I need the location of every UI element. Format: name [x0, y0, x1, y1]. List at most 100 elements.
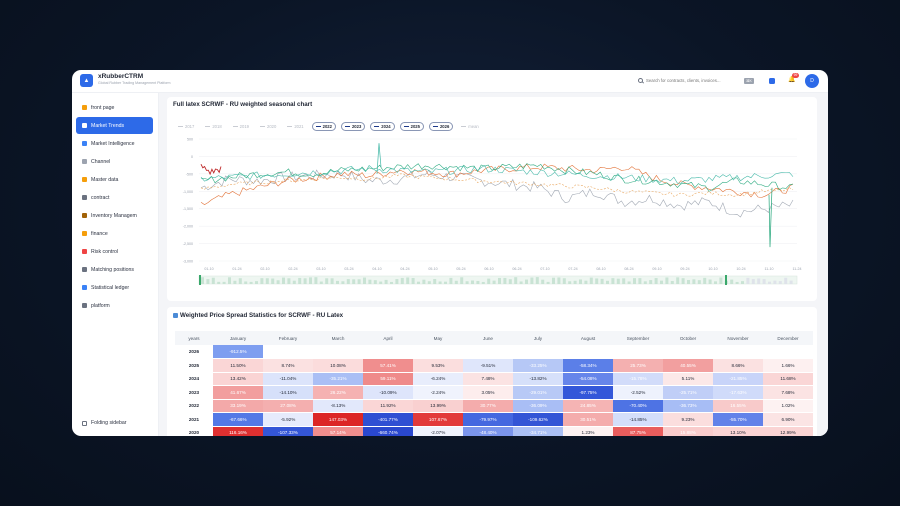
legend-label: 2024 [381, 124, 391, 129]
col-header-september[interactable]: September [613, 331, 663, 345]
sidebar-item-channel[interactable]: Channel [76, 153, 153, 170]
col-header-august[interactable]: August [563, 331, 613, 345]
spread-cell: -34.71% [513, 426, 563, 436]
series-line-2025[interactable] [200, 165, 794, 184]
col-header-january[interactable]: January [213, 331, 263, 345]
app-window: ▲ xRubberCTRM Global Rubber Trading Mana… [72, 70, 828, 436]
search-bar[interactable]: ⌘K [638, 76, 758, 85]
zoom-range-bar [346, 279, 350, 284]
x-tick-label: 10-24 [736, 267, 745, 271]
legend-item-2023[interactable]: 2023 [340, 122, 366, 131]
seasonal-line-chart[interactable]: 500 0 -500 -1,000 -1,500 -2,000 -2,500 -3,000 01… [167, 135, 817, 301]
series-line-mean[interactable] [200, 173, 794, 197]
zoom-range-bar [471, 280, 474, 284]
legend-label: 2019 [239, 124, 249, 129]
spread-cell: -17.63% [713, 385, 763, 400]
zoom-range-bar [627, 281, 631, 284]
spread-cell [313, 345, 363, 359]
y-tick-label: -2,500 [183, 242, 193, 246]
spread-table: years January February March April May June Jul… [175, 331, 813, 436]
col-header-october[interactable]: October [663, 331, 713, 345]
sidebar-item-matching-positions[interactable]: Matching positions [76, 261, 153, 278]
col-header-april[interactable]: April [363, 331, 413, 345]
legend-item-2018[interactable]: 2018 [202, 122, 224, 131]
zoom-range-bar [665, 277, 669, 284]
legend-swatch [205, 126, 211, 127]
col-header-march[interactable]: March [313, 331, 363, 345]
shield-icon [82, 249, 87, 254]
spread-cell: 6.90% [763, 412, 813, 427]
spread-cell: 41.67% [213, 385, 263, 400]
legend-item-2026[interactable]: 2026 [428, 122, 454, 131]
legend-item-2017[interactable]: 2017 [175, 122, 197, 131]
series-line-2024[interactable] [200, 163, 794, 192]
x-tick-label: 03-10 [316, 267, 325, 271]
sidebar-item-contract[interactable]: contract [76, 189, 153, 206]
zoom-range-bar [508, 279, 512, 284]
x-tick-label: 04-10 [372, 267, 381, 271]
logo-icon: ▲ [80, 74, 93, 87]
zoom-range-bar [687, 279, 690, 284]
sidebar-item-front-page[interactable]: front page [76, 99, 153, 116]
zoom-range-bar [768, 281, 771, 284]
x-tick-label: 07-10 [540, 267, 549, 271]
sidebar-item-master-data[interactable]: Master data [76, 171, 153, 188]
table-row: 2025 11.50% 8.74% 10.08% 57.41% 9.53% -9.51% -3… [175, 358, 813, 373]
series-line-2026[interactable] [200, 163, 222, 176]
year-cell: 2026 [175, 345, 213, 359]
apps-icon[interactable] [769, 78, 775, 84]
legend-item-2019[interactable]: 2019 [230, 122, 252, 131]
zoom-range-bar [444, 281, 447, 284]
fold-sidebar-button[interactable]: Folding sidebar [82, 420, 126, 426]
col-header-june[interactable]: June [463, 331, 513, 345]
sidebar-item-statistical-ledger[interactable]: Statistical ledger [76, 279, 153, 296]
sidebar-item-market-intelligence[interactable]: Market Intelligence [76, 135, 153, 152]
zoom-range-bar [233, 280, 237, 284]
series-line-2022[interactable] [200, 169, 794, 218]
spread-cell: -55.70% [713, 412, 763, 427]
legend-item-mean[interactable]: mean [458, 122, 481, 131]
col-header-years[interactable]: years [175, 331, 213, 345]
col-header-december[interactable]: December [763, 331, 813, 345]
zoom-handle-left[interactable] [199, 275, 201, 285]
zoom-range-bar [265, 278, 269, 284]
zoom-range-bar [255, 281, 258, 284]
zoom-range-bar [616, 278, 620, 284]
spread-cell: 27.08% [263, 399, 313, 413]
zoom-range-bar [395, 279, 399, 284]
spread-cell: 30.77% [463, 399, 513, 413]
legend-item-2024[interactable]: 2024 [370, 122, 395, 131]
search-input[interactable] [646, 78, 741, 83]
legend-swatch [344, 126, 350, 127]
x-tick-label: 02-10 [260, 267, 269, 271]
col-header-february[interactable]: February [263, 331, 313, 345]
legend-item-2022[interactable]: 2022 [311, 122, 336, 131]
spread-cell: 9.53% [413, 358, 463, 373]
year-cell: 2024 [175, 372, 213, 386]
zoom-range-bar [341, 281, 345, 284]
series-spike [376, 143, 382, 174]
sidebar-item-inventory-managem[interactable]: Inventory Managem [76, 207, 153, 224]
bell-icon[interactable]: 🔔 [788, 77, 796, 83]
ledger-icon [82, 285, 87, 290]
spread-cell: -67.66% [213, 412, 263, 427]
spread-cell: -58.34% [563, 358, 613, 373]
sidebar-item-finance[interactable]: finance [76, 225, 153, 242]
col-header-may[interactable]: May [413, 331, 463, 345]
avatar[interactable]: D [805, 74, 819, 88]
col-header-july[interactable]: July [513, 331, 563, 345]
sidebar-item-market-trends[interactable]: Market Trends [76, 117, 153, 134]
zoom-range-bar [411, 277, 415, 284]
spread-cell: 1.66% [763, 358, 813, 373]
sidebar-item-risk-control[interactable]: Risk control [76, 243, 153, 260]
legend-item-2021[interactable]: 2021 [284, 122, 306, 131]
zoom-handle-right[interactable] [725, 275, 727, 285]
col-header-november[interactable]: November [713, 331, 763, 345]
legend-item-2020[interactable]: 2020 [257, 122, 279, 131]
zoom-range-bar [589, 277, 593, 284]
zoom-range-bar [352, 279, 356, 284]
spread-cell: -14.10% [263, 385, 313, 400]
series-line-2023[interactable] [200, 163, 794, 205]
sidebar-item-platform[interactable]: platform [76, 297, 153, 314]
legend-item-2025[interactable]: 2025 [399, 122, 424, 131]
